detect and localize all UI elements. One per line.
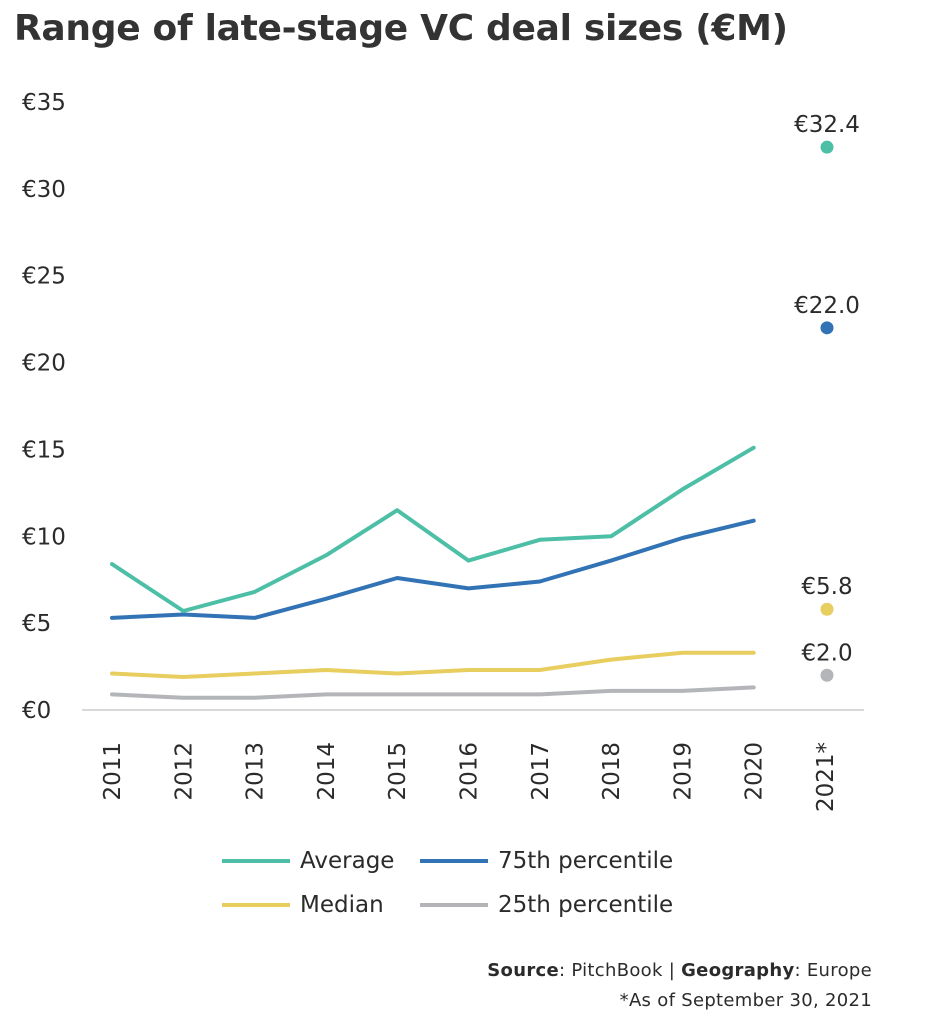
y-tick-label: €10: [22, 524, 66, 550]
legend-label-75th-percentile: 75th percentile: [498, 848, 674, 874]
data-point-2021-p75: [820, 321, 834, 335]
x-tick-label: 2011: [100, 742, 126, 801]
data-point-2021-median: [820, 602, 834, 616]
y-tick-label: €20: [22, 351, 66, 377]
legend-label-25th-percentile: 25th percentile: [498, 892, 674, 918]
legend-swatch-25th-percentile: [420, 903, 488, 907]
legend-swatch-average: [222, 859, 290, 863]
legend-item-average: Average: [222, 848, 394, 874]
legend-swatch-75th-percentile: [420, 859, 488, 863]
data-label-2021-average: €32.4: [794, 112, 860, 138]
x-tick-label: 2014: [314, 742, 340, 801]
legend-label-average: Average: [300, 848, 395, 874]
line-chart: €0 €5 €10 €15 €20 €25 €30 €35 2011 2012 2013 2014 20…: [22, 90, 864, 812]
legend-item-75th-percentile: 75th percentile: [420, 848, 673, 874]
legend-item-25th-percentile: 25th percentile: [420, 892, 673, 918]
x-tick-label: 2019: [670, 742, 696, 801]
x-tick-label: 2017: [528, 742, 554, 801]
data-label-2021-p75: €22.0: [794, 293, 860, 319]
geography-value: : Europe: [794, 960, 872, 981]
series-line-average: [110, 445, 756, 613]
chart-title: Range of late-stage VC deal sizes (€M): [14, 8, 788, 49]
series-line-median: [110, 650, 756, 679]
data-label-2021-p25: €2.0: [801, 640, 852, 666]
y-tick-label: €30: [22, 177, 66, 203]
y-tick-label: €5: [22, 611, 51, 637]
geography-label: Geography: [681, 960, 795, 981]
legend-label-median: Median: [300, 892, 384, 918]
x-tick-label: 2018: [599, 742, 625, 801]
legend: Average 75th percentile Median 25th perc…: [0, 840, 936, 930]
source-value: : PitchBook |: [558, 960, 682, 981]
x-tick-label: 2013: [243, 742, 269, 801]
as-of-note: *As of September 30, 2021: [619, 990, 872, 1011]
x-tick-label: 2020: [742, 742, 768, 801]
source-line: Source: PitchBook | Geography: Europe: [487, 956, 872, 986]
y-tick-label: €0: [22, 698, 51, 724]
series-line-p25: [110, 685, 756, 700]
data-label-2021-median: €5.8: [801, 574, 852, 600]
source-note: Source: PitchBook | Geography: Europe *A…: [487, 956, 872, 1016]
y-tick-label: €35: [22, 90, 66, 116]
x-tick-label: 2015: [385, 742, 411, 801]
x-tick-label: 2012: [171, 742, 197, 801]
series-line-p75: [110, 518, 756, 620]
legend-swatch-median: [222, 903, 290, 907]
legend-item-median: Median: [222, 892, 384, 918]
y-tick-label: €25: [22, 264, 66, 290]
x-tick-label: 2016: [457, 742, 483, 801]
x-tick-label: 2021*: [813, 742, 839, 812]
y-tick-label: €15: [22, 437, 66, 463]
source-label: Source: [487, 960, 559, 981]
data-point-2021-p25: [820, 668, 834, 682]
data-point-2021-average: [820, 140, 834, 154]
